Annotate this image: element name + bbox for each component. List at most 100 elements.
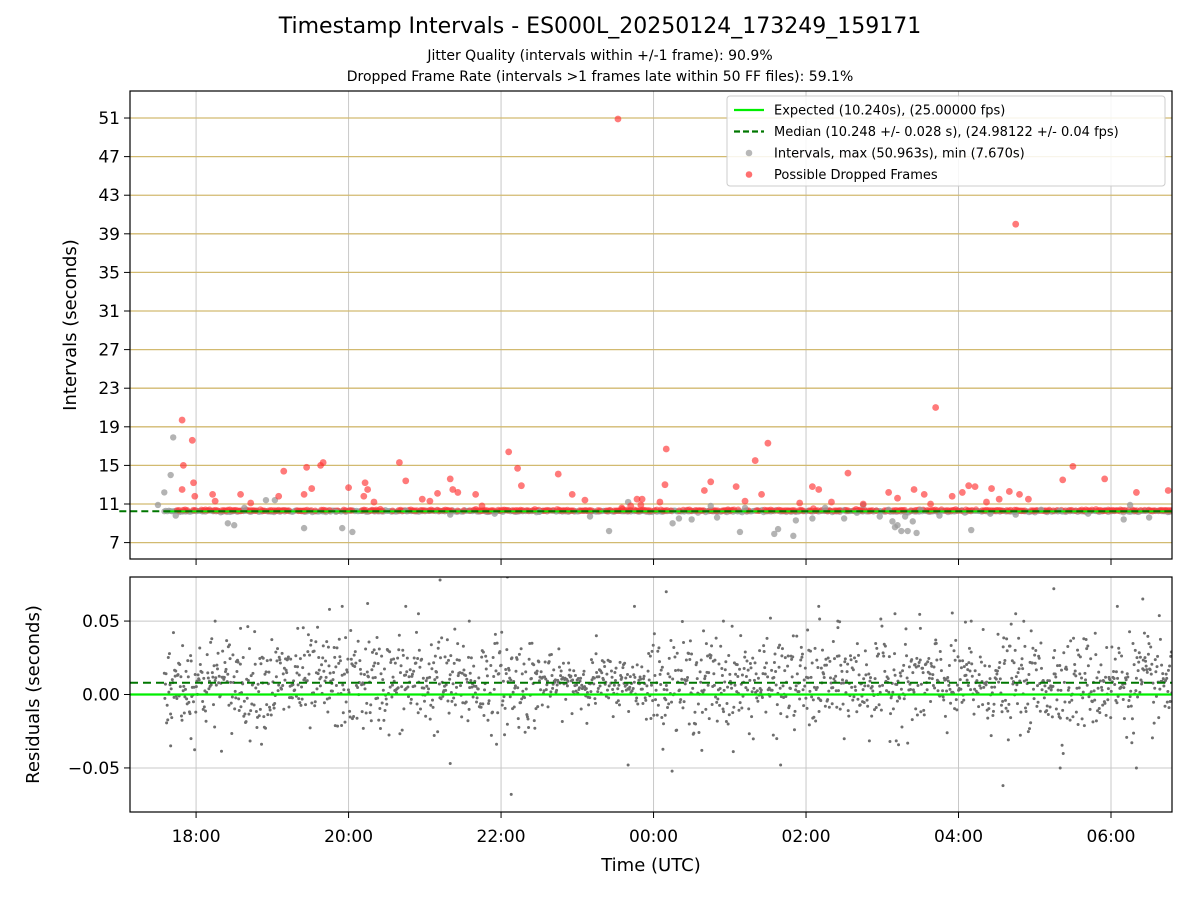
residual-point (416, 657, 420, 661)
residual-point (873, 677, 877, 681)
residual-point (635, 663, 639, 667)
residual-point (791, 634, 795, 638)
residual-point (919, 710, 923, 714)
residual-point (853, 656, 857, 660)
residual-point (486, 718, 490, 722)
residual-point (274, 650, 278, 654)
residual-point (388, 685, 392, 689)
residual-point (801, 688, 805, 692)
residual-point (181, 689, 185, 693)
residual-point (1152, 721, 1156, 725)
dropped-frame-point (995, 495, 1003, 503)
residual-point (1097, 670, 1101, 674)
residual-point (718, 703, 722, 707)
residual-point (1142, 668, 1146, 672)
residual-point (467, 707, 471, 711)
residual-point (624, 676, 628, 680)
residual-point (347, 690, 351, 694)
residual-point (189, 737, 193, 741)
residual-point (312, 649, 316, 653)
residual-point (485, 659, 489, 663)
dropped-frame-point (361, 479, 369, 487)
residual-point (913, 663, 917, 667)
residual-point (775, 737, 779, 741)
residual-point (822, 676, 826, 680)
residual-point (555, 683, 559, 687)
residual-point (611, 688, 615, 692)
interval-point (894, 522, 901, 529)
residual-point (1071, 715, 1075, 719)
residual-point (1052, 587, 1056, 591)
residual-point (385, 702, 389, 706)
residual-point (197, 678, 201, 682)
residual-point (794, 684, 798, 688)
residual-point (526, 717, 530, 721)
residual-point (356, 686, 360, 690)
dropped-frame-point (426, 497, 434, 505)
residual-point (503, 706, 507, 710)
residual-point (1050, 715, 1054, 719)
residual-point (988, 677, 992, 681)
residual-point (235, 669, 239, 673)
dropped-frame-point (1069, 462, 1077, 470)
residual-point (774, 670, 778, 674)
residual-point (399, 664, 403, 668)
residual-point (185, 697, 189, 701)
residual-point (1033, 661, 1037, 665)
residual-point (882, 654, 886, 658)
residual-point (193, 672, 197, 676)
residual-point (1089, 657, 1093, 661)
residual-point (984, 683, 988, 687)
residual-point (739, 634, 743, 638)
residual-point (183, 695, 187, 699)
dropped-frame-point (901, 506, 909, 514)
residual-point (799, 645, 803, 649)
residual-point (275, 659, 279, 663)
residual-point (431, 705, 435, 709)
residual-point (655, 713, 659, 717)
residual-point (217, 681, 221, 685)
residual-point (198, 646, 202, 650)
residual-point (337, 661, 341, 665)
residual-point (766, 675, 770, 679)
bottom-xtick-label: 22:00 (477, 827, 526, 847)
residual-point (370, 650, 374, 654)
residual-point (1129, 704, 1133, 708)
residual-point (1060, 668, 1064, 672)
residual-point (851, 668, 855, 672)
residual-point (477, 676, 481, 680)
residual-point (1053, 648, 1057, 652)
residual-point (552, 668, 556, 672)
residual-point (997, 680, 1001, 684)
residual-point (326, 645, 330, 649)
residual-point (210, 671, 214, 675)
residual-point (536, 705, 540, 709)
dropped-frame-point (661, 481, 669, 489)
residual-point (308, 726, 312, 730)
residual-point (376, 661, 380, 665)
residual-point (1058, 766, 1062, 770)
residual-point (698, 670, 702, 674)
residual-point (973, 687, 977, 691)
residual-point (242, 699, 246, 703)
residual-point (818, 617, 822, 621)
dropped-frame-point (1181, 478, 1188, 485)
residual-point (827, 705, 831, 709)
residual-point (758, 649, 762, 653)
residual-point (424, 714, 428, 718)
residual-point (457, 658, 461, 662)
residual-point (255, 726, 259, 730)
residual-point (436, 646, 440, 650)
residual-point (1122, 717, 1126, 721)
residual-point (396, 686, 400, 690)
residual-point (315, 687, 319, 691)
residual-point (253, 662, 257, 666)
residual-point (340, 604, 344, 608)
residual-point (276, 647, 280, 651)
residual-point (720, 667, 724, 671)
residual-point (378, 726, 382, 730)
residual-point (1029, 629, 1033, 633)
residual-point (1150, 662, 1154, 666)
residual-point (1153, 686, 1157, 690)
residual-point (755, 696, 759, 700)
